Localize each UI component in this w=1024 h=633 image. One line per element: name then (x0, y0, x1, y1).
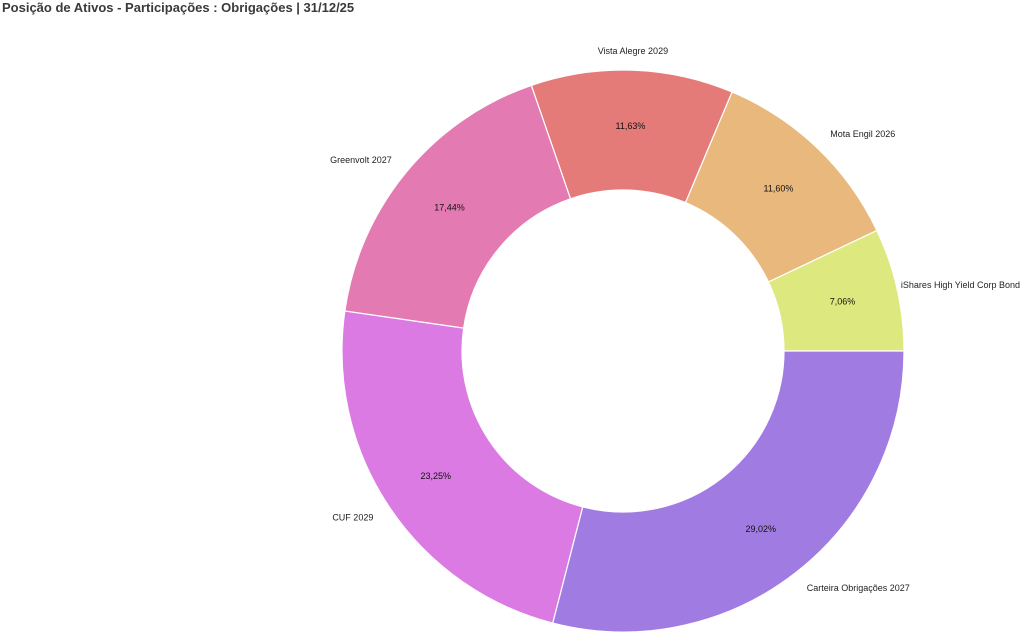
category-label-greenvolt-2027: Greenvolt 2027 (330, 155, 392, 165)
labels-layer: 7,06% iShares High Yield Corp Bond 11,60% M… (330, 46, 1020, 593)
value-label-cuf-2029: 23,25% (420, 471, 451, 481)
category-label-vista-alegre-2029: Vista Alegre 2029 (598, 46, 668, 56)
category-label-ishares-high-yield-corp-bond: iShares High Yield Corp Bond (901, 280, 1020, 290)
value-label-mota-engil-2026: 11,60% (764, 183, 794, 193)
category-label-cuf-2029: CUF 2029 (332, 512, 373, 522)
slice-cuf-2029[interactable] (341, 310, 584, 624)
value-label-ishares-high-yield-corp-bond: 7,06% (830, 297, 856, 307)
page-title: Posição de Ativos - Participações : Obri… (2, 0, 355, 15)
slice-carteira-obrigacoes-2027[interactable] (552, 350, 905, 633)
value-label-greenvolt-2027: 17,44% (434, 203, 465, 213)
value-label-carteira-obrigacoes-2027: 29,02% (746, 524, 777, 534)
category-label-mota-engil-2026: Mota Engil 2026 (830, 129, 895, 139)
slice-greenvolt-2027[interactable] (344, 84, 572, 329)
value-label-vista-alegre-2029: 11,63% (615, 121, 645, 131)
slices-layer (341, 69, 905, 633)
category-label-carteira-obrigacoes-2027: Carteira Obrigações 2027 (807, 583, 910, 593)
